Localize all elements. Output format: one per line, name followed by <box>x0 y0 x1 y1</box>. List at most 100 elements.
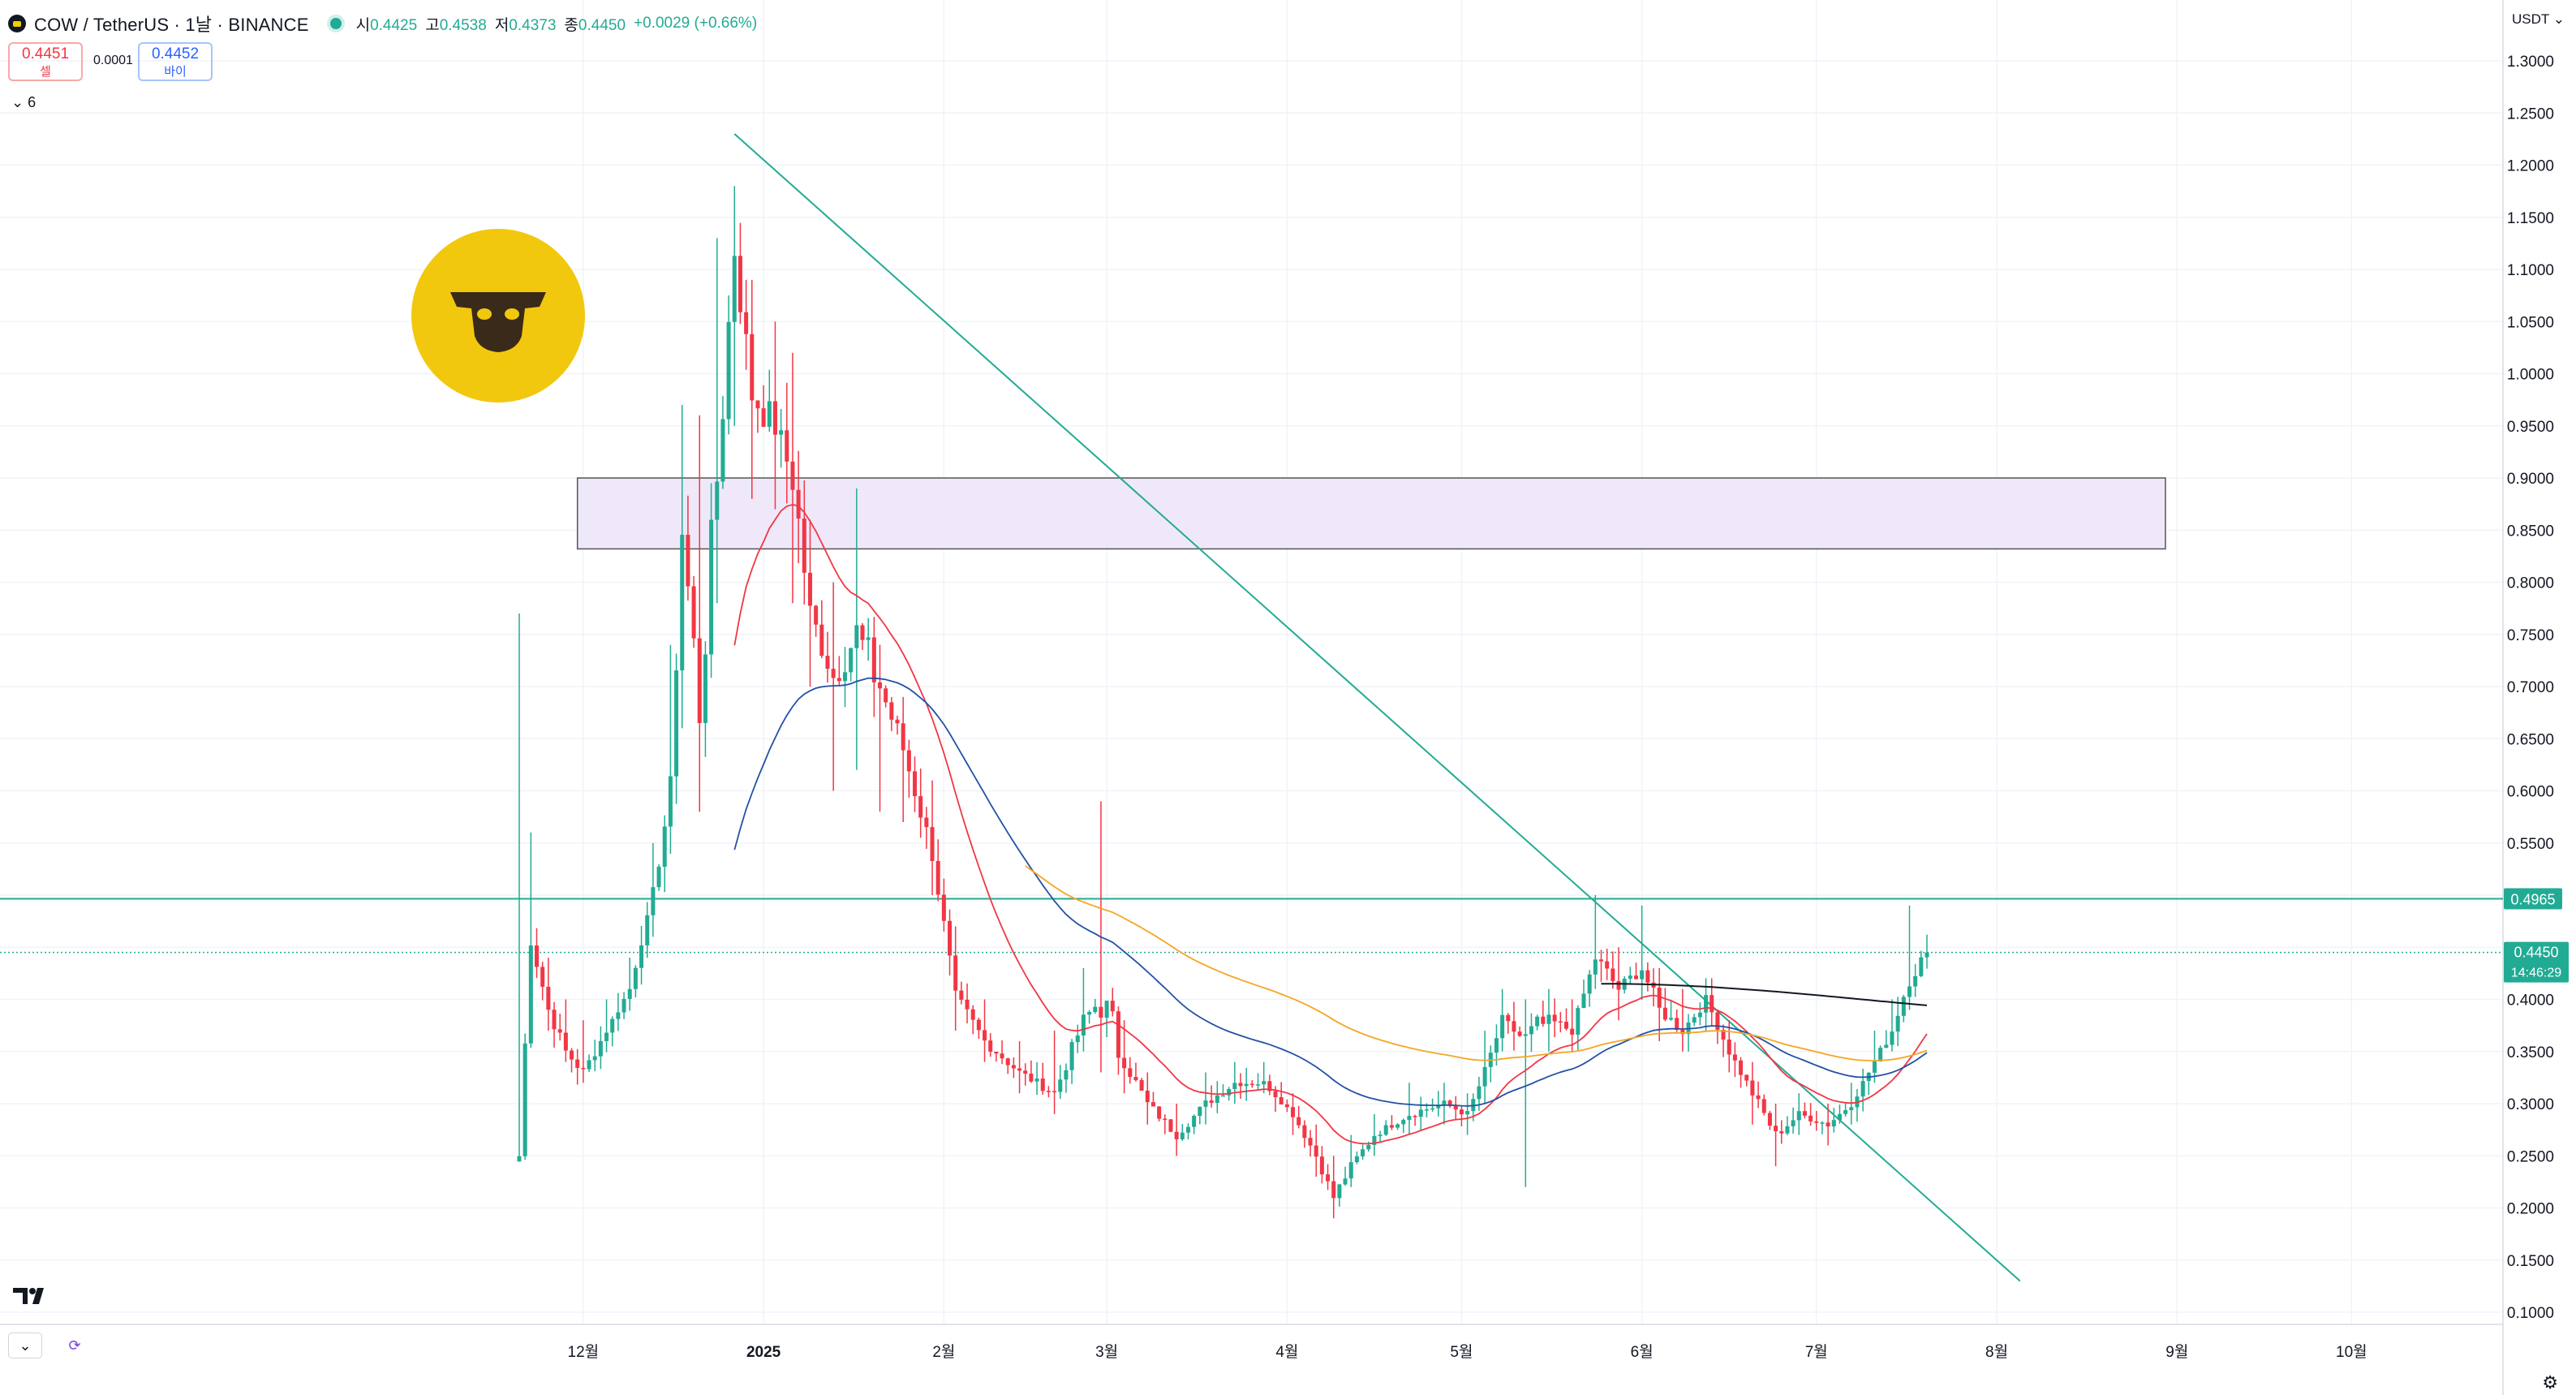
candle <box>1401 1118 1406 1134</box>
candle <box>1680 988 1685 1052</box>
candle <box>557 1014 562 1041</box>
candle <box>668 644 673 855</box>
y-tick-label: 1.2500 <box>2507 105 2554 123</box>
candle <box>1628 967 1632 985</box>
y-tick-label: 0.3500 <box>2507 1044 2554 1061</box>
candle <box>1739 1057 1744 1088</box>
y-tick-label: 0.4000 <box>2507 992 2554 1010</box>
candle <box>802 480 806 605</box>
candle <box>1249 1079 1254 1088</box>
y-tick-label: 0.9000 <box>2507 471 2554 488</box>
candle <box>610 1016 615 1047</box>
candle <box>1843 1103 1848 1117</box>
candle <box>1884 1030 1889 1048</box>
y-tick-label: 0.6000 <box>2507 784 2554 801</box>
candle <box>901 696 905 823</box>
candle <box>703 641 707 757</box>
chevron-down-icon: ⌄ <box>11 94 24 110</box>
candle <box>1383 1120 1388 1136</box>
candle <box>1389 1115 1394 1130</box>
candle <box>1500 988 1505 1052</box>
sell-button[interactable]: 0.4451 셀 <box>8 42 83 81</box>
candle <box>953 926 958 1031</box>
cow-logo <box>411 229 585 403</box>
candle <box>866 618 871 661</box>
candle <box>1093 999 1098 1014</box>
resistance-zone[interactable] <box>576 477 2166 550</box>
candle <box>1122 1020 1127 1094</box>
replay-button[interactable]: ⟳ <box>58 1333 91 1358</box>
candle <box>1163 1114 1168 1135</box>
candle <box>1174 1104 1179 1156</box>
currency-selector[interactable]: USDT ⌄ <box>2512 11 2565 27</box>
candle <box>1157 1106 1162 1122</box>
y-tick-label: 0.6500 <box>2507 731 2554 748</box>
candle <box>1709 978 1714 1027</box>
candle <box>1924 934 1929 969</box>
candle <box>1133 1062 1138 1082</box>
candle <box>1634 962 1639 980</box>
candle <box>581 1020 586 1083</box>
candle <box>1203 1072 1208 1125</box>
symbol-title[interactable]: COW / TetherUS · 1날 · BINANCE <box>34 15 309 35</box>
candle <box>575 1048 580 1085</box>
candle <box>621 992 626 1019</box>
candle <box>1715 1010 1720 1044</box>
gear-icon[interactable]: ⚙ <box>2542 1372 2558 1393</box>
candle <box>976 1018 981 1040</box>
y-axis-ticks: 1.3000 1.2500 1.2000 1.1500 1.1000 1.0500 1.00… <box>2507 54 2554 1322</box>
candle <box>1651 968 1656 1007</box>
ma-line[interactable] <box>733 677 1928 1107</box>
candle <box>1284 1099 1289 1113</box>
y-tick-label: 1.3000 <box>2507 54 2554 71</box>
candle <box>1546 988 1551 1052</box>
candle <box>1396 1123 1400 1130</box>
candle <box>1198 1106 1202 1125</box>
candle <box>1314 1124 1318 1177</box>
ma-line[interactable] <box>733 503 1928 1145</box>
candle <box>587 1054 591 1072</box>
candle <box>1291 1093 1296 1135</box>
candle <box>1064 1063 1069 1093</box>
candle <box>1570 999 1575 1052</box>
candle <box>517 614 522 1162</box>
candle <box>598 1026 603 1070</box>
candle <box>1721 1024 1726 1057</box>
x-tick-label: 4월 <box>1275 1343 1298 1361</box>
candle <box>1529 1013 1533 1053</box>
candle <box>842 647 847 708</box>
candle <box>819 600 824 659</box>
candle <box>994 1051 999 1062</box>
candle <box>1413 1114 1417 1126</box>
tradingview-logo-icon[interactable] <box>13 1286 50 1306</box>
ma-line[interactable] <box>1601 983 1928 1006</box>
collapse-button[interactable]: ⌄ <box>8 1333 42 1358</box>
candle <box>1919 950 1924 978</box>
candle <box>948 909 953 975</box>
indicators-toggle[interactable]: ⌄ 6 <box>11 94 37 110</box>
candle <box>970 1005 975 1035</box>
candle <box>1785 1116 1790 1135</box>
y-tick-label: 1.0000 <box>2507 367 2554 384</box>
candle <box>1774 1104 1778 1167</box>
market-status-icon[interactable] <box>329 18 342 29</box>
buy-button[interactable]: 0.4452 바이 <box>138 42 213 81</box>
y-tick-label: 0.1500 <box>2507 1253 2554 1270</box>
candle <box>1831 1108 1836 1133</box>
candle <box>807 519 812 687</box>
ma-line[interactable] <box>1025 865 1928 1061</box>
moving-averages <box>733 503 1928 1145</box>
x-tick-label: 12월 <box>568 1343 600 1361</box>
y-tick-label: 0.9500 <box>2507 419 2554 436</box>
candle <box>1017 1040 1022 1094</box>
candle <box>761 385 766 428</box>
candle <box>1523 999 1528 1187</box>
candles <box>517 186 1929 1219</box>
candle <box>1168 1119 1173 1133</box>
trendline[interactable] <box>733 133 2021 1282</box>
candle <box>1046 1086 1051 1098</box>
candle <box>1244 1067 1249 1101</box>
candle <box>709 483 714 678</box>
candle <box>738 222 742 325</box>
